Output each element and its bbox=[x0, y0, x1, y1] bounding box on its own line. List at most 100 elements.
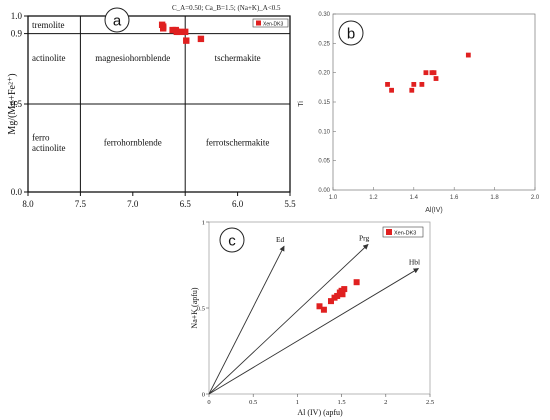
panel-b-y-tick-label: 0.20 bbox=[318, 71, 330, 77]
panel-a-point bbox=[159, 25, 167, 32]
panel-a-point bbox=[175, 28, 183, 36]
panel-b-y-tick-label: 0.15 bbox=[318, 100, 330, 106]
panel-a-x-tick-label: 8.0 bbox=[22, 199, 34, 209]
panel-c-x-tick-label: 0.5 bbox=[249, 399, 257, 406]
panel-a-legend: Xen-DK3 bbox=[252, 18, 289, 28]
panel-a-badge-letter: a bbox=[113, 13, 122, 30]
panel-c-vector-label: Ed bbox=[276, 235, 285, 244]
panel-a-point bbox=[197, 35, 205, 43]
panel-a-x-tick-label: 6.0 bbox=[232, 199, 244, 209]
panel-a-point bbox=[182, 28, 189, 36]
panel-b-badge bbox=[338, 20, 364, 46]
panel-b-y-tick-label: 0.30 bbox=[318, 12, 330, 18]
panel-a-x-tick-label: 5.5 bbox=[284, 199, 296, 209]
panel-c-vector-arrow bbox=[208, 245, 285, 395]
panel-a-header-note: C_A=0.50; Ca_B=1.5; (Na+K)_A<0.5 bbox=[172, 4, 281, 12]
panel-c-vectors: Ed Prg Hbl bbox=[208, 233, 420, 395]
panel-c-point bbox=[320, 306, 327, 313]
panel-c-point bbox=[353, 279, 360, 286]
panel-b-x-tick-label: 1.6 bbox=[450, 195, 459, 201]
panel-c-x-axis-label: Al (IV) (apfu) bbox=[297, 408, 343, 417]
panel-c-x-tick-label: 2.5 bbox=[426, 399, 434, 406]
panel-a-field-label: actinolite bbox=[32, 53, 66, 63]
panel-b-ticks: 1.0 1.2 1.4 1.6 1.8 2.0 0.00 0.05 0.10 0.15 0.20 0.… bbox=[318, 12, 540, 201]
panel-a-field-label: actinolite bbox=[32, 143, 66, 153]
panel-a-field-label: ferro bbox=[32, 132, 50, 142]
panel-c-legend: Xen-DK3 bbox=[382, 226, 424, 238]
panel-b-x-tick-label: 1.2 bbox=[369, 195, 378, 201]
panel-b-frame bbox=[332, 13, 536, 191]
panel-c-legend-box bbox=[382, 226, 424, 238]
panel-b-x-tick-label: 1.4 bbox=[410, 195, 419, 201]
panel-c-point bbox=[327, 298, 334, 305]
panel-b-y-axis-label: Ti bbox=[298, 101, 305, 107]
panel-a-x-tick-label: 7.0 bbox=[127, 199, 139, 209]
panel-b-point bbox=[433, 76, 439, 81]
panel-b-point bbox=[411, 82, 417, 87]
panel-b-badge-letter: b bbox=[347, 26, 355, 43]
panel-b-x-axis-label: Al(IV) bbox=[425, 207, 443, 214]
panel-c-y-tick-label: 0.5 bbox=[197, 306, 205, 313]
panel-c-badge bbox=[219, 227, 245, 253]
panel-c-vector-arrow bbox=[208, 243, 369, 395]
panel-b-point bbox=[431, 70, 437, 76]
panel-c-x-tick-label: 1.5 bbox=[338, 399, 346, 406]
panel-a-boundaries bbox=[28, 16, 290, 192]
panel-a-legend-box bbox=[252, 18, 289, 28]
panel-a-field-label: tremolite bbox=[32, 20, 65, 30]
panel-a-field-label: ferrohornblende bbox=[104, 138, 162, 148]
panel-b: 1.0 1.2 1.4 1.6 1.8 2.0 0.00 0.05 0.10 0.15 0.20 0.… bbox=[298, 12, 540, 214]
panel-c: Ed Prg Hbl 0 0.5 1 1.5 2 2.5 0 0.5 1 Al (IV) (apfu… bbox=[190, 220, 434, 418]
panel-a-field-label: tschermakite bbox=[215, 53, 261, 63]
panel-c-legend-label: Xen-DK3 bbox=[394, 231, 416, 237]
panel-a-y-tick-label: 0.0 bbox=[11, 187, 23, 197]
panel-b-point bbox=[423, 70, 429, 76]
panel-a-x-tick-label: 7.5 bbox=[75, 199, 87, 209]
panel-a-point bbox=[183, 37, 190, 44]
panel-a-field-labels: tremolite actinolite magnesiohornblende tsc… bbox=[32, 20, 269, 153]
panel-a-field-label: ferrotschermakite bbox=[206, 138, 269, 148]
panel-a-legend-swatch bbox=[256, 20, 261, 26]
panel-c-legend-swatch bbox=[386, 229, 392, 235]
panel-b-x-tick-label: 2.0 bbox=[531, 195, 540, 201]
panel-b-point bbox=[409, 87, 415, 93]
panel-b-y-tick-label: 0.05 bbox=[318, 159, 330, 165]
panel-a-y-tick-label: 1.0 bbox=[11, 11, 23, 21]
panel-c-vector-arrow bbox=[208, 268, 419, 395]
panel-b-y-tick-label: 0.10 bbox=[318, 129, 330, 135]
panel-b-x-tick-label: 1.8 bbox=[490, 195, 499, 201]
panel-b-point bbox=[389, 87, 394, 93]
panel-c-ticks: 0 0.5 1 1.5 2 2.5 0 0.5 1 bbox=[197, 220, 434, 407]
panel-c-point bbox=[316, 303, 323, 310]
panel-a-y-tick-label: 0.5 bbox=[11, 99, 23, 109]
panel-a: C_A=0.50; Ca_B=1.5; (Na+K)_A<0.5 tremoli… bbox=[7, 4, 296, 209]
panel-a-field-label: magnesiohornblende bbox=[95, 53, 170, 63]
panel-c-point bbox=[339, 291, 346, 298]
panel-c-vector-label: Prg bbox=[359, 233, 370, 242]
panel-b-point bbox=[385, 82, 390, 87]
panel-a-ticks: 8.0 7.5 7.0 6.5 6.0 5.5 0.0 0.5 0.9 1.0 bbox=[11, 11, 296, 209]
panel-a-badge bbox=[104, 7, 130, 33]
panel-c-vector-label: Hbl bbox=[409, 257, 420, 266]
panel-b-y-tick-label: 0.00 bbox=[318, 188, 330, 194]
panel-b-point bbox=[419, 82, 425, 87]
panel-a-x-tick-label: 6.5 bbox=[180, 199, 192, 209]
panel-c-point bbox=[334, 292, 341, 299]
panel-b-point bbox=[465, 52, 471, 58]
panel-b-y-tick-label: 0.25 bbox=[318, 41, 330, 47]
panel-c-points bbox=[316, 279, 360, 313]
panel-a-legend-label: Xen-DK3 bbox=[263, 22, 284, 28]
panel-a-y-axis-label: Mg/(Mg+Fe²⁺) bbox=[7, 73, 18, 134]
panel-c-y-tick-label: 1 bbox=[202, 220, 205, 227]
panel-c-x-tick-label: 0 bbox=[207, 399, 210, 406]
panel-a-points bbox=[158, 21, 205, 44]
panel-b-points bbox=[385, 52, 471, 93]
panel-c-y-axis-label: Na+K (apfu) bbox=[190, 287, 199, 328]
panel-c-point bbox=[341, 286, 348, 293]
panel-c-y-tick-label: 0 bbox=[202, 392, 205, 399]
panel-a-y-tick-label: 0.9 bbox=[11, 29, 23, 39]
panel-c-badge-letter: c bbox=[228, 233, 236, 250]
panel-c-x-tick-label: 2 bbox=[384, 399, 387, 406]
panel-b-x-tick-label: 1.0 bbox=[329, 195, 338, 201]
